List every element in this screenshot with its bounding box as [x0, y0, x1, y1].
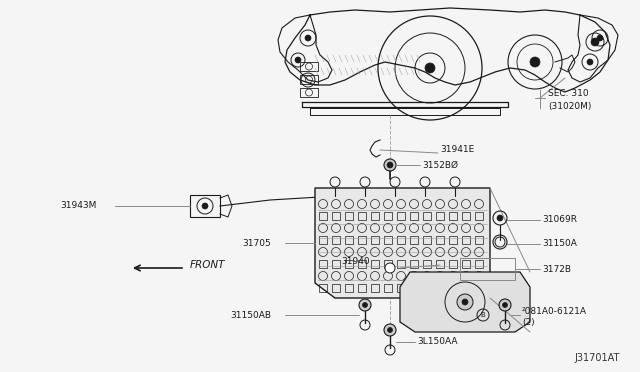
Bar — [319, 236, 327, 244]
Circle shape — [387, 162, 393, 168]
Text: B: B — [481, 312, 485, 318]
Text: 31943M: 31943M — [60, 202, 97, 211]
Circle shape — [597, 35, 603, 41]
Bar — [300, 62, 318, 71]
Text: 31150AB: 31150AB — [230, 311, 271, 320]
Bar — [462, 212, 470, 220]
Bar — [319, 260, 327, 268]
Bar — [410, 212, 418, 220]
Bar — [397, 260, 405, 268]
Bar — [462, 236, 470, 244]
Bar — [410, 260, 418, 268]
Bar — [345, 236, 353, 244]
Bar — [371, 260, 379, 268]
Bar — [371, 284, 379, 292]
Circle shape — [384, 324, 396, 336]
Bar — [384, 260, 392, 268]
Bar — [462, 260, 470, 268]
Text: 31069R: 31069R — [542, 215, 577, 224]
Circle shape — [387, 327, 392, 333]
Bar — [449, 284, 457, 292]
Bar — [332, 212, 340, 220]
Bar — [436, 284, 444, 292]
Bar — [449, 212, 457, 220]
Circle shape — [362, 302, 367, 308]
Bar — [345, 284, 353, 292]
Bar — [190, 195, 220, 217]
Text: 31941E: 31941E — [440, 145, 474, 154]
Bar — [384, 236, 392, 244]
Bar — [300, 88, 318, 97]
Circle shape — [591, 38, 599, 46]
Polygon shape — [400, 272, 530, 332]
Bar — [358, 236, 366, 244]
Bar — [384, 212, 392, 220]
Circle shape — [587, 59, 593, 65]
Bar — [358, 260, 366, 268]
Bar — [397, 236, 405, 244]
Bar — [397, 284, 405, 292]
Bar — [436, 260, 444, 268]
Bar — [358, 212, 366, 220]
Polygon shape — [315, 188, 490, 298]
Circle shape — [359, 299, 371, 311]
Circle shape — [502, 302, 508, 308]
Bar — [436, 212, 444, 220]
Bar — [371, 212, 379, 220]
Bar — [332, 236, 340, 244]
Bar — [423, 284, 431, 292]
Bar — [300, 75, 318, 84]
Bar — [475, 236, 483, 244]
Text: 31150A: 31150A — [542, 240, 577, 248]
Bar — [332, 284, 340, 292]
Bar — [462, 284, 470, 292]
Bar — [475, 284, 483, 292]
Bar — [332, 260, 340, 268]
Circle shape — [497, 215, 503, 221]
Bar — [423, 212, 431, 220]
Bar — [423, 260, 431, 268]
Circle shape — [462, 299, 468, 305]
Bar — [436, 236, 444, 244]
Circle shape — [385, 263, 395, 273]
Bar — [475, 260, 483, 268]
Bar — [423, 236, 431, 244]
Text: SEC. 310: SEC. 310 — [548, 90, 589, 99]
Text: 31940: 31940 — [341, 257, 370, 266]
Bar — [319, 212, 327, 220]
Bar — [449, 260, 457, 268]
Circle shape — [305, 35, 311, 41]
Text: (31020M): (31020M) — [548, 102, 591, 110]
Bar — [345, 260, 353, 268]
Bar — [397, 212, 405, 220]
Text: ²081A0-6121A: ²081A0-6121A — [522, 307, 587, 315]
Text: J31701AT: J31701AT — [575, 353, 620, 363]
Bar — [475, 212, 483, 220]
Text: FRONT: FRONT — [190, 260, 225, 270]
Bar — [449, 236, 457, 244]
Circle shape — [457, 294, 473, 310]
Bar — [319, 284, 327, 292]
Circle shape — [499, 299, 511, 311]
Circle shape — [202, 203, 208, 209]
Bar — [384, 284, 392, 292]
Circle shape — [425, 63, 435, 73]
Text: 3172B: 3172B — [542, 264, 571, 273]
Bar — [460, 258, 515, 280]
Circle shape — [530, 57, 540, 67]
Bar — [358, 284, 366, 292]
Text: 31705: 31705 — [242, 238, 271, 247]
Circle shape — [295, 57, 301, 63]
Text: 3152BØ: 3152BØ — [422, 160, 458, 170]
Circle shape — [384, 159, 396, 171]
Bar — [345, 212, 353, 220]
Bar — [410, 236, 418, 244]
Text: 3L150AA: 3L150AA — [417, 337, 458, 346]
Bar — [371, 236, 379, 244]
Text: (2): (2) — [522, 318, 534, 327]
Bar — [410, 284, 418, 292]
